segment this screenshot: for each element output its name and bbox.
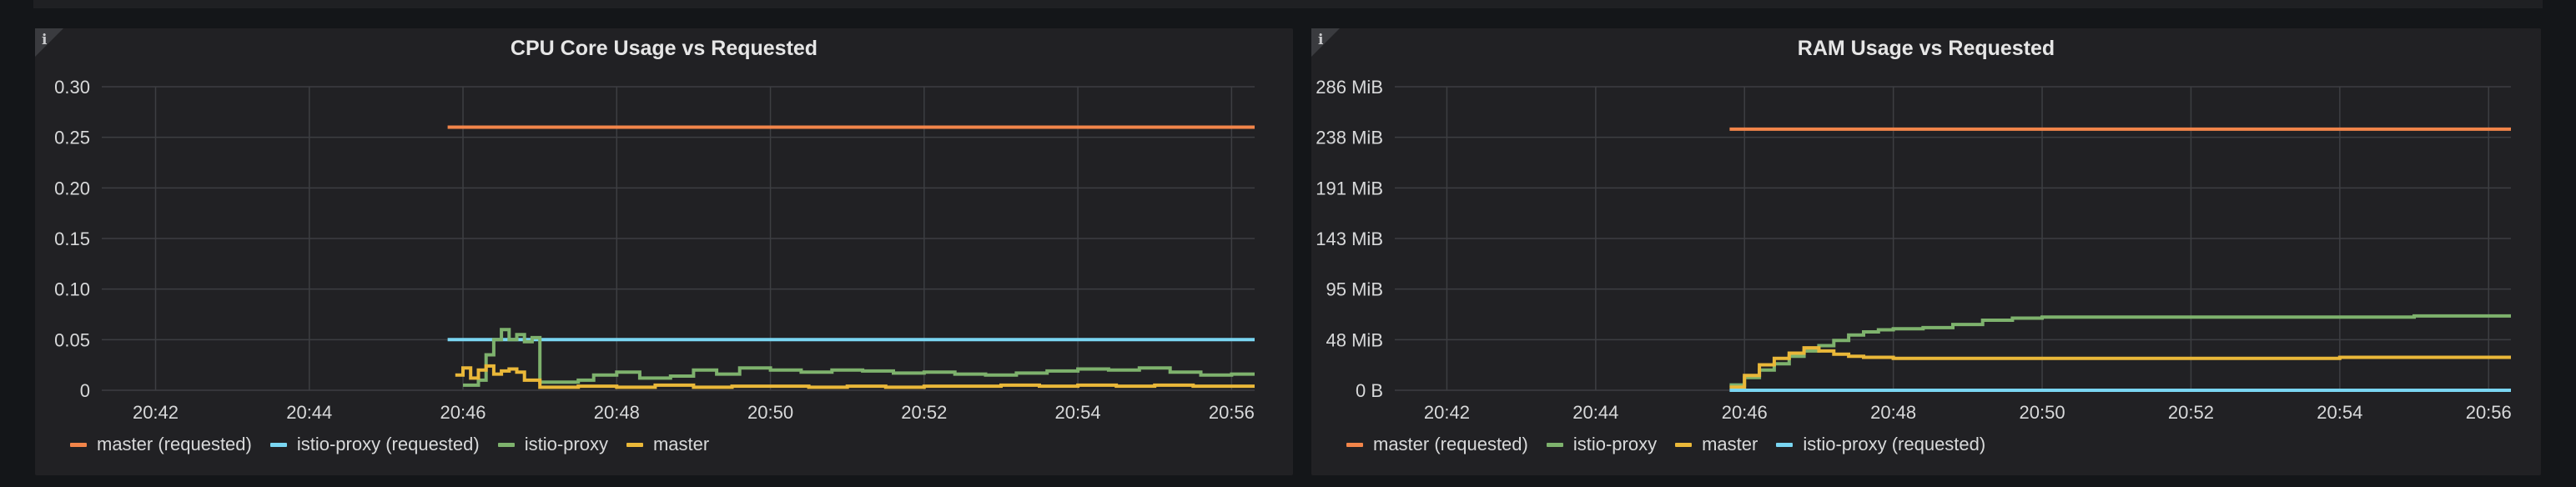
legend-label: master (requested) (97, 434, 252, 454)
legend-label: master (652, 434, 710, 454)
panel-title[interactable]: CPU Core Usage vs Requested (510, 37, 818, 60)
series-line-istio-proxy[interactable] (1729, 314, 2511, 387)
y-tick-label: 0.30 (54, 77, 90, 98)
y-tick-label: 0.05 (54, 329, 90, 350)
y-tick-label: 191 MiB (1316, 178, 1383, 198)
x-tick-label: 20:48 (594, 402, 640, 423)
x-tick-label: 20:54 (2317, 402, 2362, 423)
legend-label: master (requested) (1373, 434, 1528, 454)
x-tick-label: 20:48 (1870, 402, 1916, 423)
series-line-master[interactable] (455, 364, 1255, 389)
legend-swatch (497, 442, 515, 447)
cpu-usage-panel: i CPU Core Usage vs Requested 0.30 0.25 0.… (35, 28, 1293, 475)
ram-legend: master (requested) istio-proxy master istio… (1346, 434, 1985, 455)
dashboard-top-bar (33, 0, 2543, 8)
x-tick-label: 20:54 (1055, 402, 1101, 423)
x-tick-label: 20:42 (133, 402, 179, 423)
y-tick-label: 0.15 (54, 228, 90, 249)
x-tick-label: 20:46 (1722, 402, 1768, 423)
info-icon[interactable]: i (42, 32, 48, 48)
x-tick-label: 20:44 (286, 402, 332, 423)
legend-item[interactable]: istio-proxy (requested) (1776, 434, 1985, 455)
x-tick-label: 20:50 (747, 402, 793, 423)
y-tick-label: 143 MiB (1316, 228, 1383, 249)
legend-item[interactable]: istio-proxy (1546, 434, 1658, 455)
legend-swatch (269, 442, 287, 447)
legend-swatch (70, 442, 87, 447)
x-tick-label: 20:50 (2020, 402, 2065, 423)
panel-info-corner[interactable] (35, 28, 63, 57)
legend-swatch (1546, 442, 1563, 447)
legend-label: istio-proxy (1572, 434, 1658, 454)
legend-swatch (1346, 442, 1363, 447)
x-tick-label: 20:52 (901, 402, 947, 423)
legend-swatch (1675, 442, 1693, 447)
x-tick-label: 20:56 (2466, 402, 2512, 423)
legend-swatch (1776, 442, 1794, 447)
panel-info-corner[interactable] (1311, 28, 1340, 57)
x-tick-label: 20:56 (1209, 402, 1255, 423)
y-tick-label: 238 MiB (1316, 128, 1383, 148)
legend-label: master (1702, 434, 1758, 454)
legend-item[interactable]: istio-proxy (requested) (269, 434, 480, 455)
legend-label: istio-proxy (524, 434, 608, 454)
series-line-istio-proxy[interactable] (463, 328, 1255, 387)
x-tick-label: 20:52 (2168, 402, 2214, 423)
y-tick-label: 0 (80, 380, 90, 401)
y-tick-label: 0.20 (54, 178, 90, 198)
legend-label: istio-proxy (requested) (1803, 434, 1986, 454)
y-tick-label: 0 B (1356, 380, 1383, 401)
cpu-legend: master (requested) istio-proxy (requested… (70, 434, 709, 455)
x-tick-label: 20:42 (1424, 402, 1470, 423)
y-tick-label: 0.25 (54, 128, 90, 148)
ram-chart[interactable]: 286 MiB 238 MiB 191 MiB 143 MiB 95 MiB 48 MiB… (1311, 28, 2541, 429)
x-tick-label: 20:46 (440, 402, 486, 423)
y-tick-label: 48 MiB (1326, 329, 1383, 350)
series-line-master[interactable] (1729, 346, 2511, 389)
legend-swatch (626, 442, 643, 447)
legend-item[interactable]: master (626, 434, 709, 455)
legend-item[interactable]: master (1675, 434, 1758, 455)
y-tick-label: 95 MiB (1326, 279, 1383, 300)
ram-usage-panel: i RAM Usage vs Requested 286 MiB 238 MiB 1… (1311, 28, 2541, 475)
legend-item[interactable]: master (requested) (1346, 434, 1528, 455)
x-tick-label: 20:44 (1572, 402, 1618, 423)
legend-label: istio-proxy (requested) (296, 434, 480, 454)
legend-item[interactable]: master (requested) (70, 434, 252, 455)
y-tick-label: 0.10 (54, 279, 90, 300)
legend-item[interactable]: istio-proxy (497, 434, 608, 455)
panel-title[interactable]: RAM Usage vs Requested (1797, 37, 2055, 60)
info-icon[interactable]: i (1318, 32, 1324, 48)
y-tick-label: 286 MiB (1316, 77, 1383, 98)
cpu-chart[interactable]: 0.30 0.25 0.20 0.15 0.10 0.05 0 20:42 20:44 20:46… (35, 28, 1293, 429)
